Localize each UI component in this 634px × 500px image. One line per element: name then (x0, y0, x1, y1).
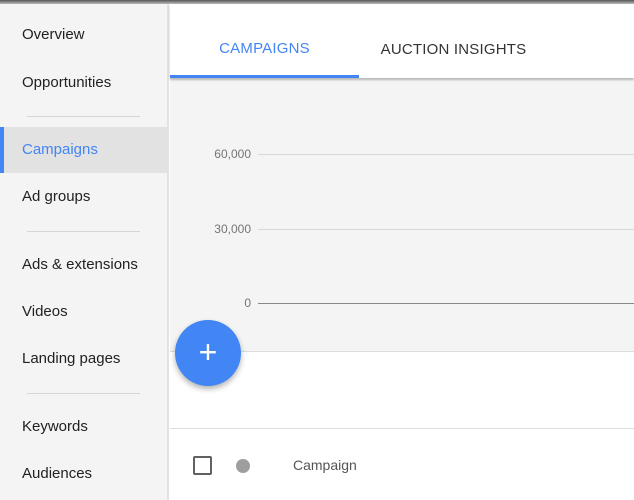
divider (27, 231, 140, 232)
zero-baseline (258, 303, 634, 304)
tab-auction-insights[interactable]: AUCTION INSIGHTS (380, 41, 527, 58)
sidebar-item-overview[interactable]: Overview (22, 26, 85, 43)
sidebar-item-ads-extensions[interactable]: Ads & extensions (22, 256, 138, 273)
column-header-campaign[interactable]: Campaign (293, 457, 357, 473)
sidebar-item-keywords[interactable]: Keywords (22, 418, 88, 435)
top-bar (0, 0, 634, 4)
gridline (258, 229, 634, 230)
sidebar: Overview Opportunities Campaigns Ad grou… (0, 4, 169, 500)
sidebar-item-videos[interactable]: Videos (22, 303, 68, 320)
tab-bar: CAMPAIGNS AUCTION INSIGHTS (170, 4, 634, 78)
performance-chart: 60,000 30,000 0 (170, 78, 634, 352)
gridline (258, 154, 634, 155)
sidebar-item-ad-groups[interactable]: Ad groups (22, 188, 91, 205)
sidebar-item-landing-pages[interactable]: Landing pages (22, 350, 121, 367)
y-tick-label: 30,000 (214, 222, 251, 236)
sidebar-item-campaigns[interactable]: Campaigns (0, 127, 167, 173)
y-tick-label: 60,000 (214, 147, 251, 161)
tab-campaigns[interactable]: CAMPAIGNS (170, 4, 359, 78)
select-all-checkbox[interactable] (193, 456, 212, 475)
table-header-row: Campaign (170, 428, 634, 500)
divider (27, 393, 140, 394)
sidebar-item-audiences[interactable]: Audiences (22, 465, 93, 482)
divider (27, 116, 140, 117)
plus-icon: + (198, 334, 218, 370)
y-tick-label: 0 (244, 296, 251, 310)
add-campaign-button[interactable]: + (175, 320, 241, 386)
status-dot-icon (236, 459, 250, 473)
sidebar-item-opportunities[interactable]: Opportunities (22, 74, 112, 91)
